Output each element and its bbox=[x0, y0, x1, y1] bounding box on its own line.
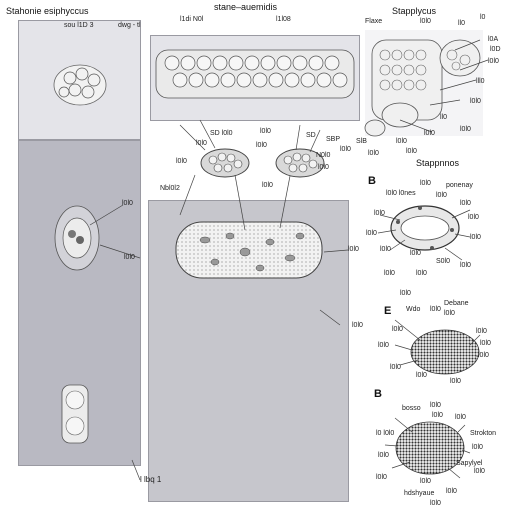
panel-top-right bbox=[365, 30, 483, 136]
label: l0l0 bbox=[378, 342, 389, 349]
label: l0l0 bbox=[390, 364, 401, 371]
label: l0 bbox=[480, 14, 486, 21]
label: l0l0 bbox=[472, 444, 483, 451]
panel-letter-e: E bbox=[384, 305, 392, 317]
cell-b2-textured bbox=[395, 421, 465, 475]
label: l0l0 bbox=[430, 402, 441, 409]
label: l0l0 bbox=[470, 98, 481, 105]
label: Sapylyel bbox=[456, 460, 483, 467]
title-top-center: stane–auemidis bbox=[214, 2, 278, 12]
label: l0l0 bbox=[392, 326, 403, 333]
label: SD bbox=[306, 132, 316, 139]
label: l0l0 bbox=[416, 372, 427, 379]
label: l0l0 bbox=[396, 138, 407, 145]
label: l0l0 bbox=[406, 148, 417, 155]
label: l0 l0l0 bbox=[376, 430, 395, 437]
label: SlB bbox=[356, 138, 367, 145]
label: ponenay bbox=[446, 182, 473, 189]
label: l0l0 bbox=[260, 128, 271, 135]
label: l0l0 bbox=[488, 58, 499, 65]
label: l0l0 bbox=[476, 328, 487, 335]
label: l0l0 bbox=[176, 158, 187, 165]
panel-center-main bbox=[148, 200, 349, 502]
label: l0l0 bbox=[400, 290, 411, 297]
label: dwg - tl bbox=[118, 22, 141, 29]
label: l0l0 bbox=[480, 340, 491, 347]
title-right-mid: Stappnnos bbox=[416, 158, 460, 168]
label: l0l0 bbox=[430, 306, 441, 313]
label: l0l0 bbox=[380, 246, 391, 253]
label: l0l0 bbox=[196, 140, 207, 147]
label: l0l0 bbox=[384, 270, 395, 277]
label: Strokton bbox=[470, 430, 497, 437]
label: SD l0l0 bbox=[210, 130, 233, 137]
label: l0A bbox=[488, 36, 499, 43]
label: l0l0 bbox=[420, 180, 431, 187]
label: Wdo bbox=[406, 306, 421, 313]
label: ll0 bbox=[458, 20, 466, 27]
panel-left-column bbox=[18, 140, 141, 466]
label: l0l0 bbox=[444, 310, 455, 317]
label: l0l0 bbox=[420, 18, 431, 25]
cell-clumps-middle bbox=[200, 148, 325, 178]
label: ll0 bbox=[440, 114, 448, 121]
label: l0l0 bbox=[340, 146, 351, 153]
panel-top-left bbox=[18, 20, 141, 140]
label: l0l0 bbox=[460, 262, 471, 269]
label: l0D bbox=[490, 46, 501, 53]
label: l0l0 bbox=[318, 164, 329, 171]
cell-b1-ring bbox=[390, 205, 460, 251]
label: l0l0 bbox=[378, 452, 389, 459]
label: l0l0 bbox=[352, 322, 363, 329]
label: Flaxe bbox=[365, 18, 383, 25]
panel-letter-b2: B bbox=[374, 388, 382, 400]
label: l0l0 bbox=[256, 142, 267, 149]
label: l0l0 bbox=[376, 474, 387, 481]
label: l0l0 l0nes bbox=[386, 190, 416, 197]
panel-top-center bbox=[150, 35, 360, 121]
label: SBP bbox=[326, 136, 341, 143]
label: l0l0 bbox=[424, 130, 435, 137]
label: lll0 bbox=[476, 78, 485, 85]
title-top-right: Stapplycus bbox=[392, 6, 437, 16]
label: l0l0 bbox=[122, 200, 133, 207]
label: N0l0 bbox=[316, 152, 331, 159]
label: Debane bbox=[444, 300, 469, 307]
title-top-left: Stahonie esiphyccus bbox=[6, 6, 89, 16]
label: l0l0 bbox=[478, 352, 489, 359]
label: l0l0 bbox=[368, 150, 379, 157]
label: l0l0 bbox=[455, 414, 466, 421]
label: l0l0 bbox=[262, 182, 273, 189]
label: S0l0 bbox=[436, 258, 451, 265]
label: l0l0 bbox=[348, 246, 359, 253]
label: l0l0 bbox=[474, 468, 485, 475]
cell-e-textured bbox=[410, 329, 480, 375]
label: l0l0 bbox=[460, 126, 471, 133]
label: l0l0 bbox=[460, 200, 471, 207]
label: l1di N0l bbox=[180, 16, 204, 23]
label: l0l0 bbox=[468, 214, 479, 221]
label: l0l0 bbox=[430, 500, 441, 507]
label: l0l0 bbox=[436, 192, 447, 199]
label: l0l0 bbox=[124, 254, 135, 261]
label: sou l1D 3 bbox=[64, 22, 94, 29]
label: l0l0 bbox=[432, 412, 443, 419]
label: l lbq 1 bbox=[140, 475, 162, 484]
label: l1l08 bbox=[276, 16, 291, 23]
label: bosso bbox=[402, 405, 421, 412]
label: l0l0 bbox=[416, 270, 427, 277]
label: l0l0 bbox=[374, 210, 385, 217]
label: l0l0 bbox=[450, 378, 461, 385]
panel-letter-b1: B bbox=[368, 175, 376, 187]
label: l0l0 bbox=[470, 234, 481, 241]
label: Nbl0l2 bbox=[160, 185, 180, 192]
label: l0l0 bbox=[366, 230, 377, 237]
label: l0l0 bbox=[420, 478, 431, 485]
label: l0l0 bbox=[410, 250, 421, 257]
label: l0l0 bbox=[446, 488, 457, 495]
label: hdshyaue bbox=[404, 490, 435, 497]
